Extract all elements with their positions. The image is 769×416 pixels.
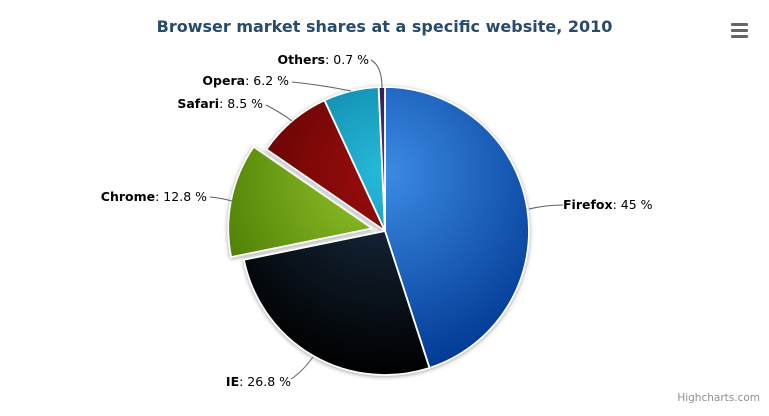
pie-slices-group	[227, 86, 530, 376]
pie-slice-chrome[interactable]	[227, 145, 374, 259]
data-label-safari: Safari: 8.5 %	[177, 96, 263, 112]
label-connector-opera	[291, 81, 352, 92]
hamburger-icon	[731, 35, 748, 38]
data-label-name: Opera	[202, 73, 246, 88]
label-connectors-group	[209, 59, 564, 380]
label-connector-firefox	[528, 204, 564, 210]
highcharts-credits-link[interactable]: Highcharts.com	[677, 392, 760, 404]
data-label-others: Others: 0.7 %	[277, 52, 369, 68]
hamburger-icon	[731, 29, 748, 32]
data-label-value: : 45 %	[612, 197, 653, 212]
label-connector-others	[370, 59, 383, 89]
label-connector-chrome	[209, 196, 233, 202]
export-menu-button[interactable]	[731, 23, 748, 39]
pie-slice-ie[interactable]	[243, 230, 431, 376]
data-label-name: IE	[225, 374, 240, 389]
data-label-chrome: Chrome: 12.8 %	[101, 189, 207, 205]
data-label-firefox: Firefox: 45 %	[563, 197, 653, 213]
pie-slice-firefox[interactable]	[384, 86, 530, 369]
hamburger-icon	[731, 23, 748, 26]
data-label-value: : 26.8 %	[239, 374, 291, 389]
data-label-ie: IE: 26.8 %	[226, 374, 291, 390]
data-label-name: Safari	[177, 96, 220, 111]
data-label-name: Others	[277, 52, 326, 67]
label-connector-safari	[265, 104, 293, 122]
data-label-value: : 8.5 %	[219, 96, 263, 111]
data-label-name: Chrome	[100, 189, 156, 204]
data-label-value: : 0.7 %	[325, 52, 369, 67]
chart-title: Browser market shares at a specific webs…	[156, 17, 613, 36]
data-label-name: Firefox	[563, 197, 613, 212]
data-label-opera: Opera: 6.2 %	[202, 73, 289, 89]
data-label-value: : 6.2 %	[245, 73, 289, 88]
data-label-value: : 12.8 %	[155, 189, 207, 204]
label-connector-ie	[290, 356, 314, 380]
